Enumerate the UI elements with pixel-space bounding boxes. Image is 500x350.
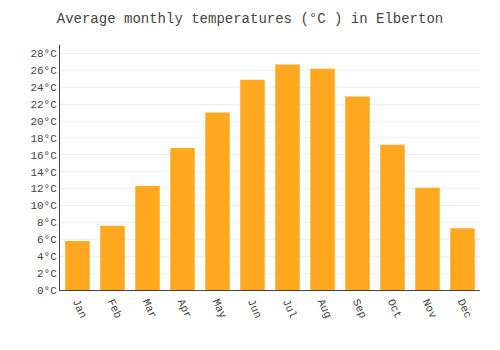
svg-text:Dec: Dec: [455, 297, 474, 320]
svg-text:May: May: [210, 297, 229, 320]
svg-text:4°C: 4°C: [37, 251, 57, 263]
svg-text:16°C: 16°C: [30, 150, 57, 162]
svg-text:Feb: Feb: [105, 297, 124, 320]
svg-text:28°C: 28°C: [30, 48, 57, 60]
svg-text:Mar: Mar: [140, 297, 159, 320]
svg-text:26°C: 26°C: [30, 65, 57, 77]
svg-text:6°C: 6°C: [37, 234, 57, 246]
svg-text:Jun: Jun: [245, 297, 264, 320]
svg-text:0°C: 0°C: [37, 285, 57, 297]
svg-text:Nov: Nov: [420, 297, 439, 320]
svg-text:8°C: 8°C: [37, 217, 57, 229]
svg-text:24°C: 24°C: [30, 82, 57, 94]
svg-text:12°C: 12°C: [30, 183, 57, 195]
svg-text:Jul: Jul: [280, 297, 299, 320]
svg-text:22°C: 22°C: [30, 99, 57, 111]
svg-text:20°C: 20°C: [30, 116, 57, 128]
svg-text:Average monthly temperatures (: Average monthly temperatures (°C ) in El…: [57, 11, 443, 27]
svg-text:14°C: 14°C: [30, 167, 57, 179]
svg-text:2°C: 2°C: [37, 268, 57, 280]
svg-text:10°C: 10°C: [30, 200, 57, 212]
svg-text:Sep: Sep: [350, 297, 369, 320]
svg-text:18°C: 18°C: [30, 133, 57, 145]
svg-text:Apr: Apr: [175, 297, 194, 320]
svg-text:Jan: Jan: [70, 297, 89, 320]
svg-text:Oct: Oct: [385, 297, 404, 320]
svg-text:Aug: Aug: [315, 297, 334, 320]
